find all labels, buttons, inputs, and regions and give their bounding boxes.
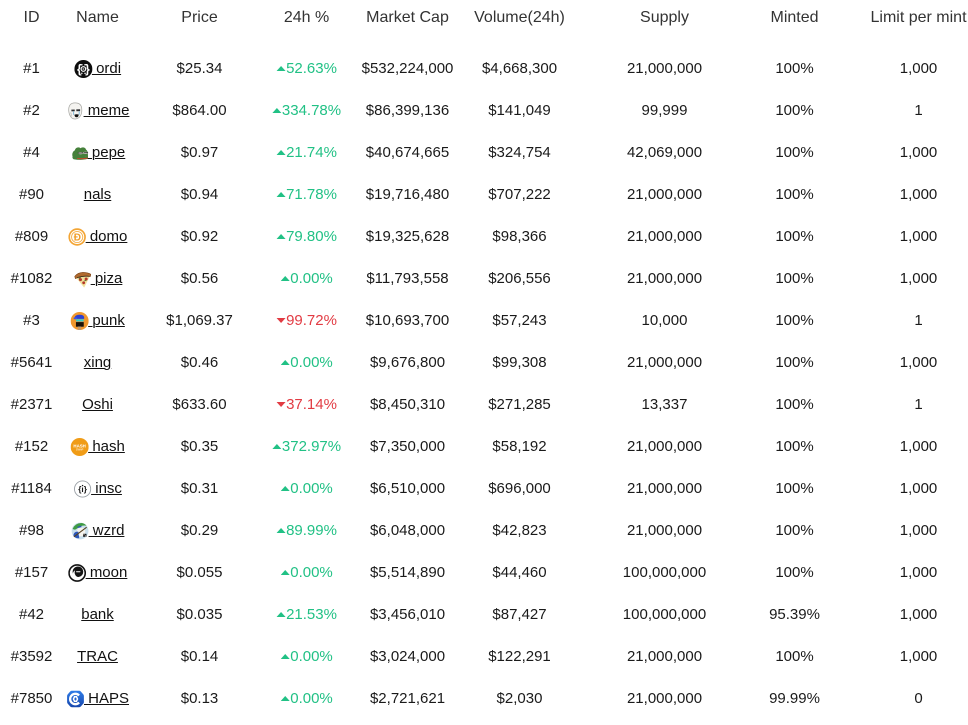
svg-text:{ı}: {ı} — [78, 485, 87, 494]
svg-text:{: { — [76, 62, 81, 76]
svg-text:}: } — [85, 62, 90, 76]
svg-text:SWAP: SWAP — [75, 448, 83, 452]
svg-text:Đ: Đ — [73, 233, 80, 244]
svg-text:HASH: HASH — [73, 444, 85, 449]
